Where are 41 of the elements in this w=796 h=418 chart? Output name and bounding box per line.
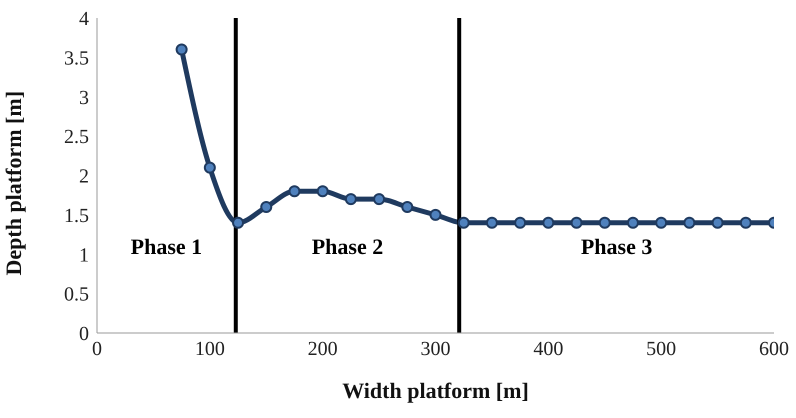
point xyxy=(712,216,724,229)
point xyxy=(232,216,244,229)
point xyxy=(430,208,442,221)
point xyxy=(655,216,668,229)
y-tick-label: 2 xyxy=(79,166,89,188)
point xyxy=(683,216,696,229)
annotation: Phase 2 xyxy=(312,234,384,260)
annotation: Phase 3 xyxy=(580,234,652,260)
point xyxy=(401,201,414,213)
y-tick-label: 0 xyxy=(79,323,89,346)
point xyxy=(626,216,639,229)
point xyxy=(514,216,526,229)
point xyxy=(288,185,300,198)
y-tick-label: 2.5 xyxy=(64,126,89,148)
y-tick-label: 0.5 xyxy=(64,284,89,306)
y-axis-title: Depth platform [m] xyxy=(0,90,26,276)
x-axis-title: Width platform [m] xyxy=(342,378,529,403)
y-tick-label: 3.5 xyxy=(64,47,89,70)
point xyxy=(316,185,329,198)
x-tick-label: 300 xyxy=(420,338,450,360)
point xyxy=(260,201,272,213)
point xyxy=(486,216,498,229)
y-tick-label: 3 xyxy=(79,86,89,109)
point xyxy=(344,193,357,206)
point xyxy=(204,162,216,174)
x-tick-label: 500 xyxy=(646,338,676,360)
point xyxy=(542,216,554,229)
x-tick-label: 200 xyxy=(308,338,338,360)
x-tick-label: 600 xyxy=(759,338,789,360)
point xyxy=(373,193,386,206)
point xyxy=(570,216,583,229)
y-tick-label: 4 xyxy=(79,8,89,30)
point xyxy=(740,216,752,229)
x-tick-label: 400 xyxy=(533,338,564,360)
x-tick-label: 100 xyxy=(194,338,225,360)
point xyxy=(598,216,611,229)
point xyxy=(176,44,188,56)
y-tick-label: 1.5 xyxy=(64,204,89,227)
y-tick-label: 1 xyxy=(79,244,89,266)
point xyxy=(458,216,470,229)
annotation: Phase 1 xyxy=(130,234,202,260)
